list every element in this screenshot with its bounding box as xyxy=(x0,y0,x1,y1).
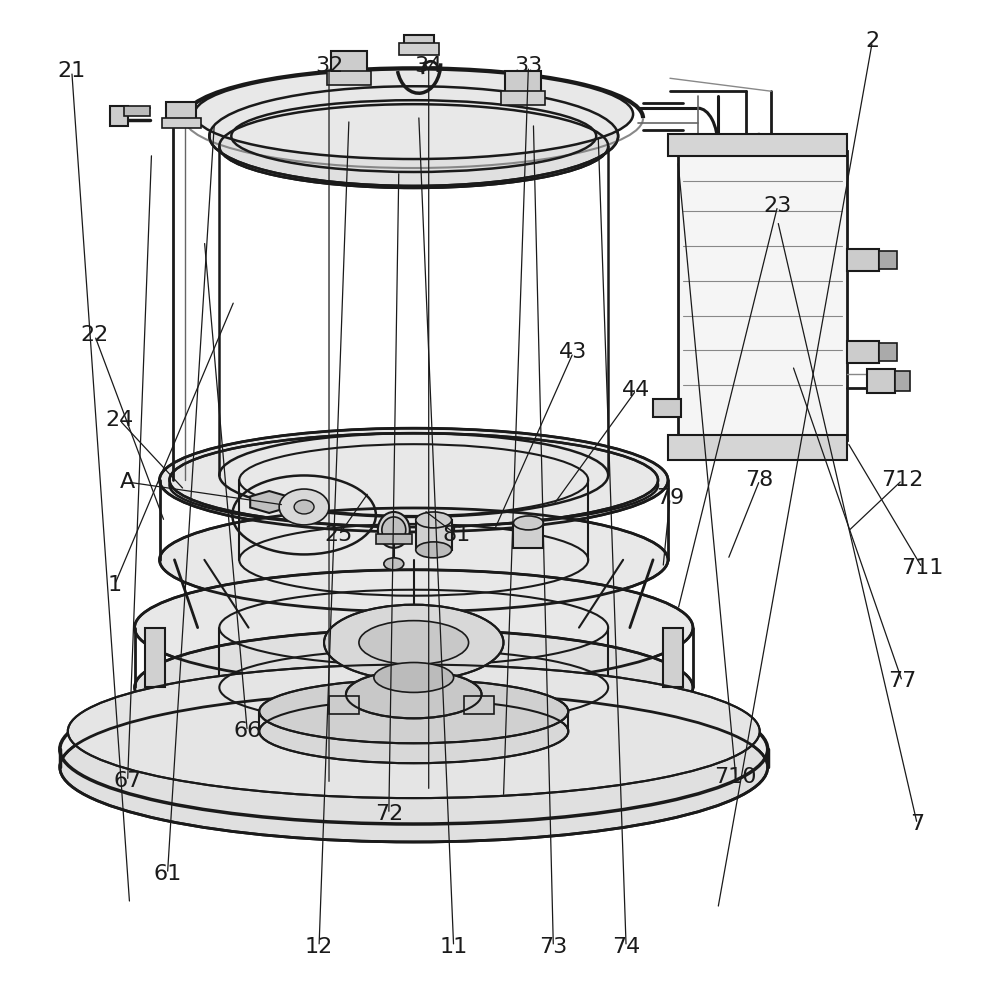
Polygon shape xyxy=(250,491,288,513)
Ellipse shape xyxy=(279,489,329,525)
Bar xyxy=(879,343,897,361)
Bar xyxy=(678,151,847,440)
Text: 712: 712 xyxy=(881,470,923,490)
Bar xyxy=(513,523,543,548)
Ellipse shape xyxy=(135,630,693,745)
Bar xyxy=(895,371,910,391)
Ellipse shape xyxy=(384,558,404,570)
Text: 710: 710 xyxy=(715,767,757,787)
Ellipse shape xyxy=(378,512,410,548)
Ellipse shape xyxy=(219,433,608,517)
Bar xyxy=(404,35,434,51)
Text: 44: 44 xyxy=(622,380,650,400)
Ellipse shape xyxy=(160,428,668,532)
Text: 11: 11 xyxy=(440,937,468,957)
Bar xyxy=(416,520,452,550)
Bar xyxy=(331,51,367,81)
Bar xyxy=(145,628,165,687)
Ellipse shape xyxy=(219,104,608,188)
Text: 72: 72 xyxy=(375,804,403,824)
Bar xyxy=(847,341,879,363)
Ellipse shape xyxy=(346,670,482,718)
Text: 24: 24 xyxy=(106,410,134,430)
Text: 43: 43 xyxy=(559,342,587,362)
Text: 61: 61 xyxy=(154,864,181,884)
Ellipse shape xyxy=(359,621,469,665)
Bar xyxy=(867,369,895,393)
Bar xyxy=(653,399,681,417)
Text: 22: 22 xyxy=(81,325,109,345)
Ellipse shape xyxy=(294,500,314,514)
Text: 79: 79 xyxy=(656,488,684,508)
Text: 7: 7 xyxy=(910,814,924,834)
Text: 2: 2 xyxy=(865,31,879,51)
Text: 23: 23 xyxy=(764,196,792,216)
Ellipse shape xyxy=(382,517,406,543)
Bar xyxy=(110,106,128,126)
Ellipse shape xyxy=(169,443,658,527)
Ellipse shape xyxy=(68,665,760,798)
Text: 25: 25 xyxy=(325,525,353,545)
Text: 32: 32 xyxy=(315,56,343,76)
Ellipse shape xyxy=(60,692,768,842)
Text: 33: 33 xyxy=(514,56,542,76)
Bar xyxy=(663,628,683,687)
Ellipse shape xyxy=(60,674,768,824)
Bar xyxy=(668,435,847,460)
Ellipse shape xyxy=(259,679,568,743)
Text: 78: 78 xyxy=(746,470,774,490)
Ellipse shape xyxy=(416,512,452,528)
Ellipse shape xyxy=(259,699,568,763)
Text: 12: 12 xyxy=(305,937,333,957)
Ellipse shape xyxy=(160,508,668,612)
Bar xyxy=(329,696,359,714)
Text: 34: 34 xyxy=(415,56,443,76)
Bar xyxy=(166,102,196,124)
Text: 74: 74 xyxy=(612,937,640,957)
Ellipse shape xyxy=(513,516,543,530)
Ellipse shape xyxy=(209,86,618,186)
Text: 77: 77 xyxy=(888,671,916,691)
Text: A: A xyxy=(120,472,136,492)
Bar xyxy=(124,106,150,116)
Ellipse shape xyxy=(374,663,454,692)
Bar xyxy=(847,249,879,271)
Bar xyxy=(399,43,439,55)
Text: 73: 73 xyxy=(539,937,567,957)
Text: 711: 711 xyxy=(901,558,943,578)
Text: 81: 81 xyxy=(443,525,471,545)
Bar xyxy=(879,251,897,269)
Bar xyxy=(501,91,545,105)
Bar xyxy=(376,534,412,544)
Ellipse shape xyxy=(135,570,693,685)
Text: 67: 67 xyxy=(114,771,142,791)
Bar xyxy=(668,134,847,156)
Bar xyxy=(464,696,494,714)
Ellipse shape xyxy=(194,69,633,159)
Text: 1: 1 xyxy=(108,575,122,595)
Text: 66: 66 xyxy=(233,721,261,741)
Ellipse shape xyxy=(416,542,452,558)
Ellipse shape xyxy=(169,433,658,527)
Bar xyxy=(162,118,201,128)
Text: 21: 21 xyxy=(58,61,86,81)
Ellipse shape xyxy=(324,605,503,680)
Bar xyxy=(505,71,541,101)
Bar xyxy=(327,71,371,85)
